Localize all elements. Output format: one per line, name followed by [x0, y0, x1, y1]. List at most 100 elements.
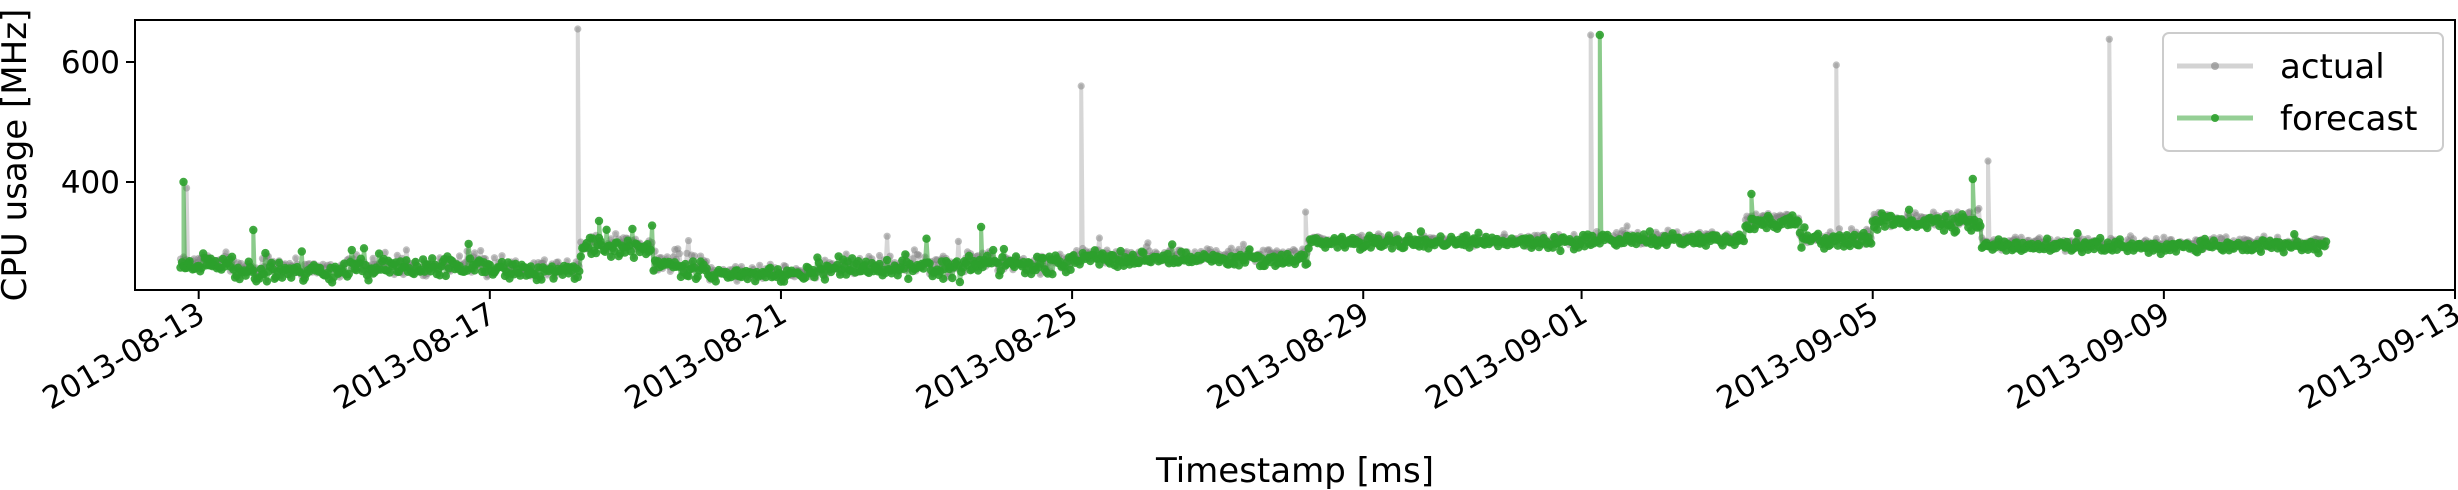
data-point — [549, 274, 558, 283]
data-point — [915, 251, 923, 259]
data-point — [1797, 243, 1806, 252]
series-forecast — [176, 30, 2331, 287]
x-tick-label: 2013-08-17 — [328, 296, 502, 417]
legend-marker-forecast — [2211, 114, 2219, 122]
data-point — [2073, 229, 2082, 238]
data-point — [1139, 248, 1148, 258]
data-point — [1873, 225, 1882, 234]
data-point — [882, 255, 892, 265]
data-point — [954, 237, 963, 245]
data-point — [464, 239, 473, 249]
data-point — [883, 232, 891, 240]
data-point — [629, 253, 639, 262]
data-point — [485, 260, 494, 270]
data-point — [262, 277, 272, 286]
x-tick-label: 2013-08-21 — [619, 296, 793, 417]
x-tick-label: 2013-08-29 — [1201, 296, 1375, 417]
data-point — [1923, 223, 1932, 233]
data-point — [602, 225, 611, 234]
data-point — [2279, 248, 2288, 257]
data-point — [381, 248, 389, 256]
x-tick-label: 2013-08-13 — [37, 296, 211, 417]
data-point — [1048, 270, 1057, 279]
data-point — [277, 273, 287, 282]
data-point — [1867, 239, 1876, 248]
data-point — [588, 234, 598, 243]
data-point — [711, 277, 720, 286]
series-layer — [176, 25, 2331, 287]
data-point — [537, 275, 546, 284]
series-points-forecast — [176, 30, 2331, 287]
x-axis-title: Timestamp [ms] — [1155, 451, 1434, 490]
data-point — [1595, 30, 1605, 40]
data-point — [402, 256, 411, 265]
x-tick-label: 2013-09-13 — [2293, 296, 2458, 417]
data-point — [1587, 31, 1595, 39]
data-point — [369, 254, 377, 262]
data-point — [2096, 233, 2105, 243]
data-point — [684, 237, 693, 245]
data-point — [274, 258, 284, 267]
data-point — [1095, 234, 1103, 242]
data-point — [591, 248, 601, 258]
data-point — [766, 263, 775, 273]
data-point — [227, 252, 237, 261]
data-point — [1299, 251, 1309, 260]
data-point — [612, 230, 620, 238]
data-point — [356, 254, 366, 263]
data-point — [1436, 232, 1445, 241]
x-tick-label: 2013-09-09 — [2002, 296, 2176, 417]
data-point — [675, 250, 684, 258]
y-axis-title: CPU usage [MHz] — [0, 9, 35, 302]
data-point — [1794, 217, 1803, 226]
data-point — [901, 250, 910, 259]
data-point — [1968, 174, 1978, 184]
data-point — [287, 273, 296, 282]
legend-label-actual: actual — [2280, 47, 2385, 87]
data-point — [526, 262, 535, 271]
data-point — [1337, 232, 1347, 242]
data-point — [235, 274, 244, 284]
data-point — [364, 276, 373, 285]
data-point — [222, 248, 230, 256]
data-point — [385, 268, 394, 277]
data-point — [576, 252, 585, 261]
data-point — [477, 247, 485, 255]
data-point — [1066, 265, 1075, 274]
data-point — [441, 271, 450, 281]
data-point — [976, 222, 986, 232]
data-point — [498, 252, 506, 260]
data-point — [939, 274, 948, 283]
data-point — [1302, 259, 1312, 268]
data-point — [1975, 204, 1983, 213]
y-tick-label: 600 — [61, 45, 120, 81]
data-point — [875, 251, 884, 260]
data-point — [1144, 239, 1152, 247]
data-point — [1474, 228, 1483, 237]
data-point — [1880, 222, 1890, 231]
data-point — [628, 224, 637, 234]
data-point — [1813, 229, 1823, 238]
data-point — [1739, 236, 1749, 246]
data-point — [347, 245, 356, 255]
legend-label-forecast: forecast — [2280, 99, 2418, 139]
data-point — [1304, 244, 1313, 253]
legend-marker-actual — [2211, 62, 2219, 70]
data-point — [649, 266, 658, 275]
data-point — [1941, 212, 1950, 221]
data-point — [1623, 222, 1631, 230]
data-point — [989, 245, 998, 255]
x-tick-label: 2013-08-25 — [910, 296, 1084, 417]
data-point — [179, 177, 188, 187]
data-point — [1011, 252, 1021, 261]
data-point — [540, 256, 549, 264]
data-point — [402, 246, 410, 254]
data-point — [814, 258, 824, 267]
data-point — [948, 273, 957, 283]
data-point — [1168, 240, 1177, 249]
x-tick-label: 2013-09-01 — [1420, 296, 1594, 417]
data-point — [626, 247, 635, 256]
legend: actual forecast — [2162, 32, 2444, 152]
data-point — [249, 225, 258, 235]
